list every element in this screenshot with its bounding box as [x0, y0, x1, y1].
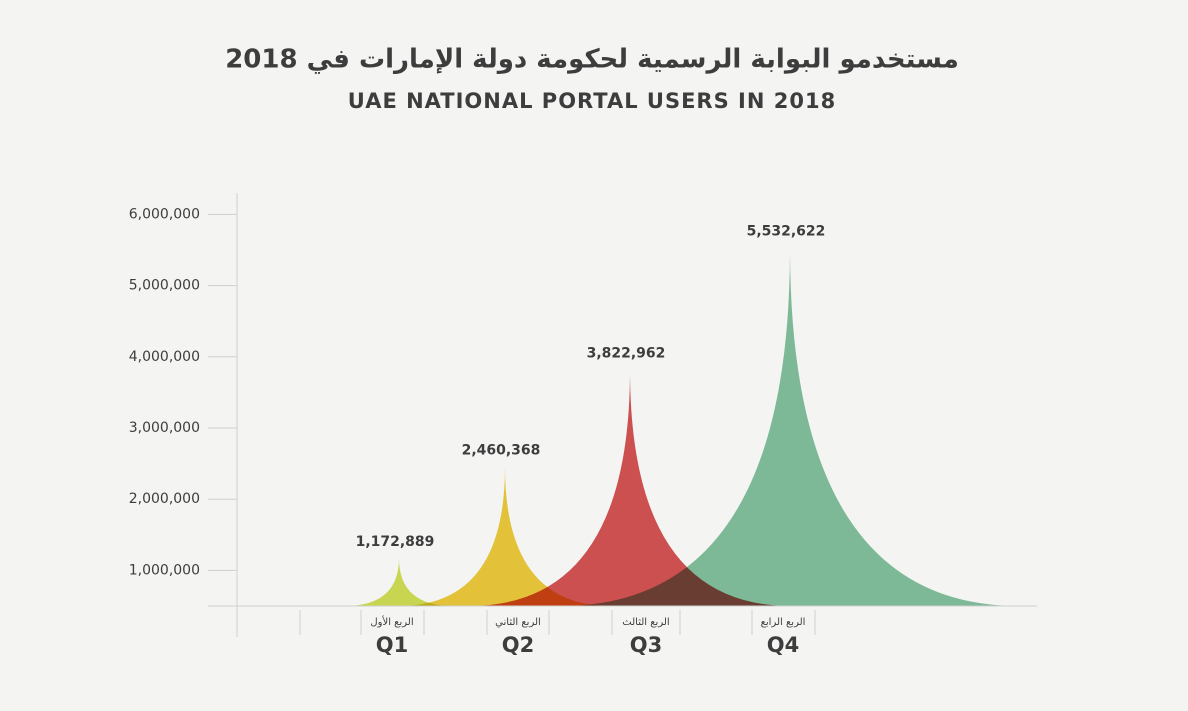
- x-tick-label: Q4: [767, 633, 799, 657]
- x-tick-label: Q3: [630, 633, 662, 657]
- value-label: 5,532,622: [747, 224, 826, 240]
- x-tick-label: Q2: [502, 633, 534, 657]
- y-tick-label: 2,000,000: [129, 491, 200, 507]
- x-tick-label: Q1: [376, 633, 408, 657]
- value-label: 3,822,962: [587, 345, 666, 361]
- y-tick-label: 3,000,000: [129, 420, 200, 436]
- chart-subtitle: UAE NATIONAL PORTAL USERS IN 2018: [348, 89, 836, 113]
- peak: [398, 466, 612, 606]
- peak: [469, 369, 791, 606]
- category-sublabel: الربع الأول: [370, 615, 413, 628]
- value-label: 1,172,889: [356, 534, 435, 550]
- peak: [344, 558, 454, 606]
- category-sublabel: الربع الثالث: [622, 617, 669, 628]
- y-tick-label: 5,000,000: [129, 278, 200, 294]
- value-label: 2,460,368: [462, 442, 541, 458]
- peak: [560, 247, 1020, 606]
- y-tick-label: 1,000,000: [129, 562, 200, 578]
- category-sublabel: الربع الرابع: [761, 617, 806, 628]
- category-sublabel: الربع الثاني: [495, 617, 541, 628]
- y-tick-label: 4,000,000: [129, 349, 200, 365]
- chart-title: مستخدمو البوابة الرسمية لحكومة دولة الإم…: [225, 45, 959, 75]
- y-tick-label: 6,000,000: [129, 206, 200, 222]
